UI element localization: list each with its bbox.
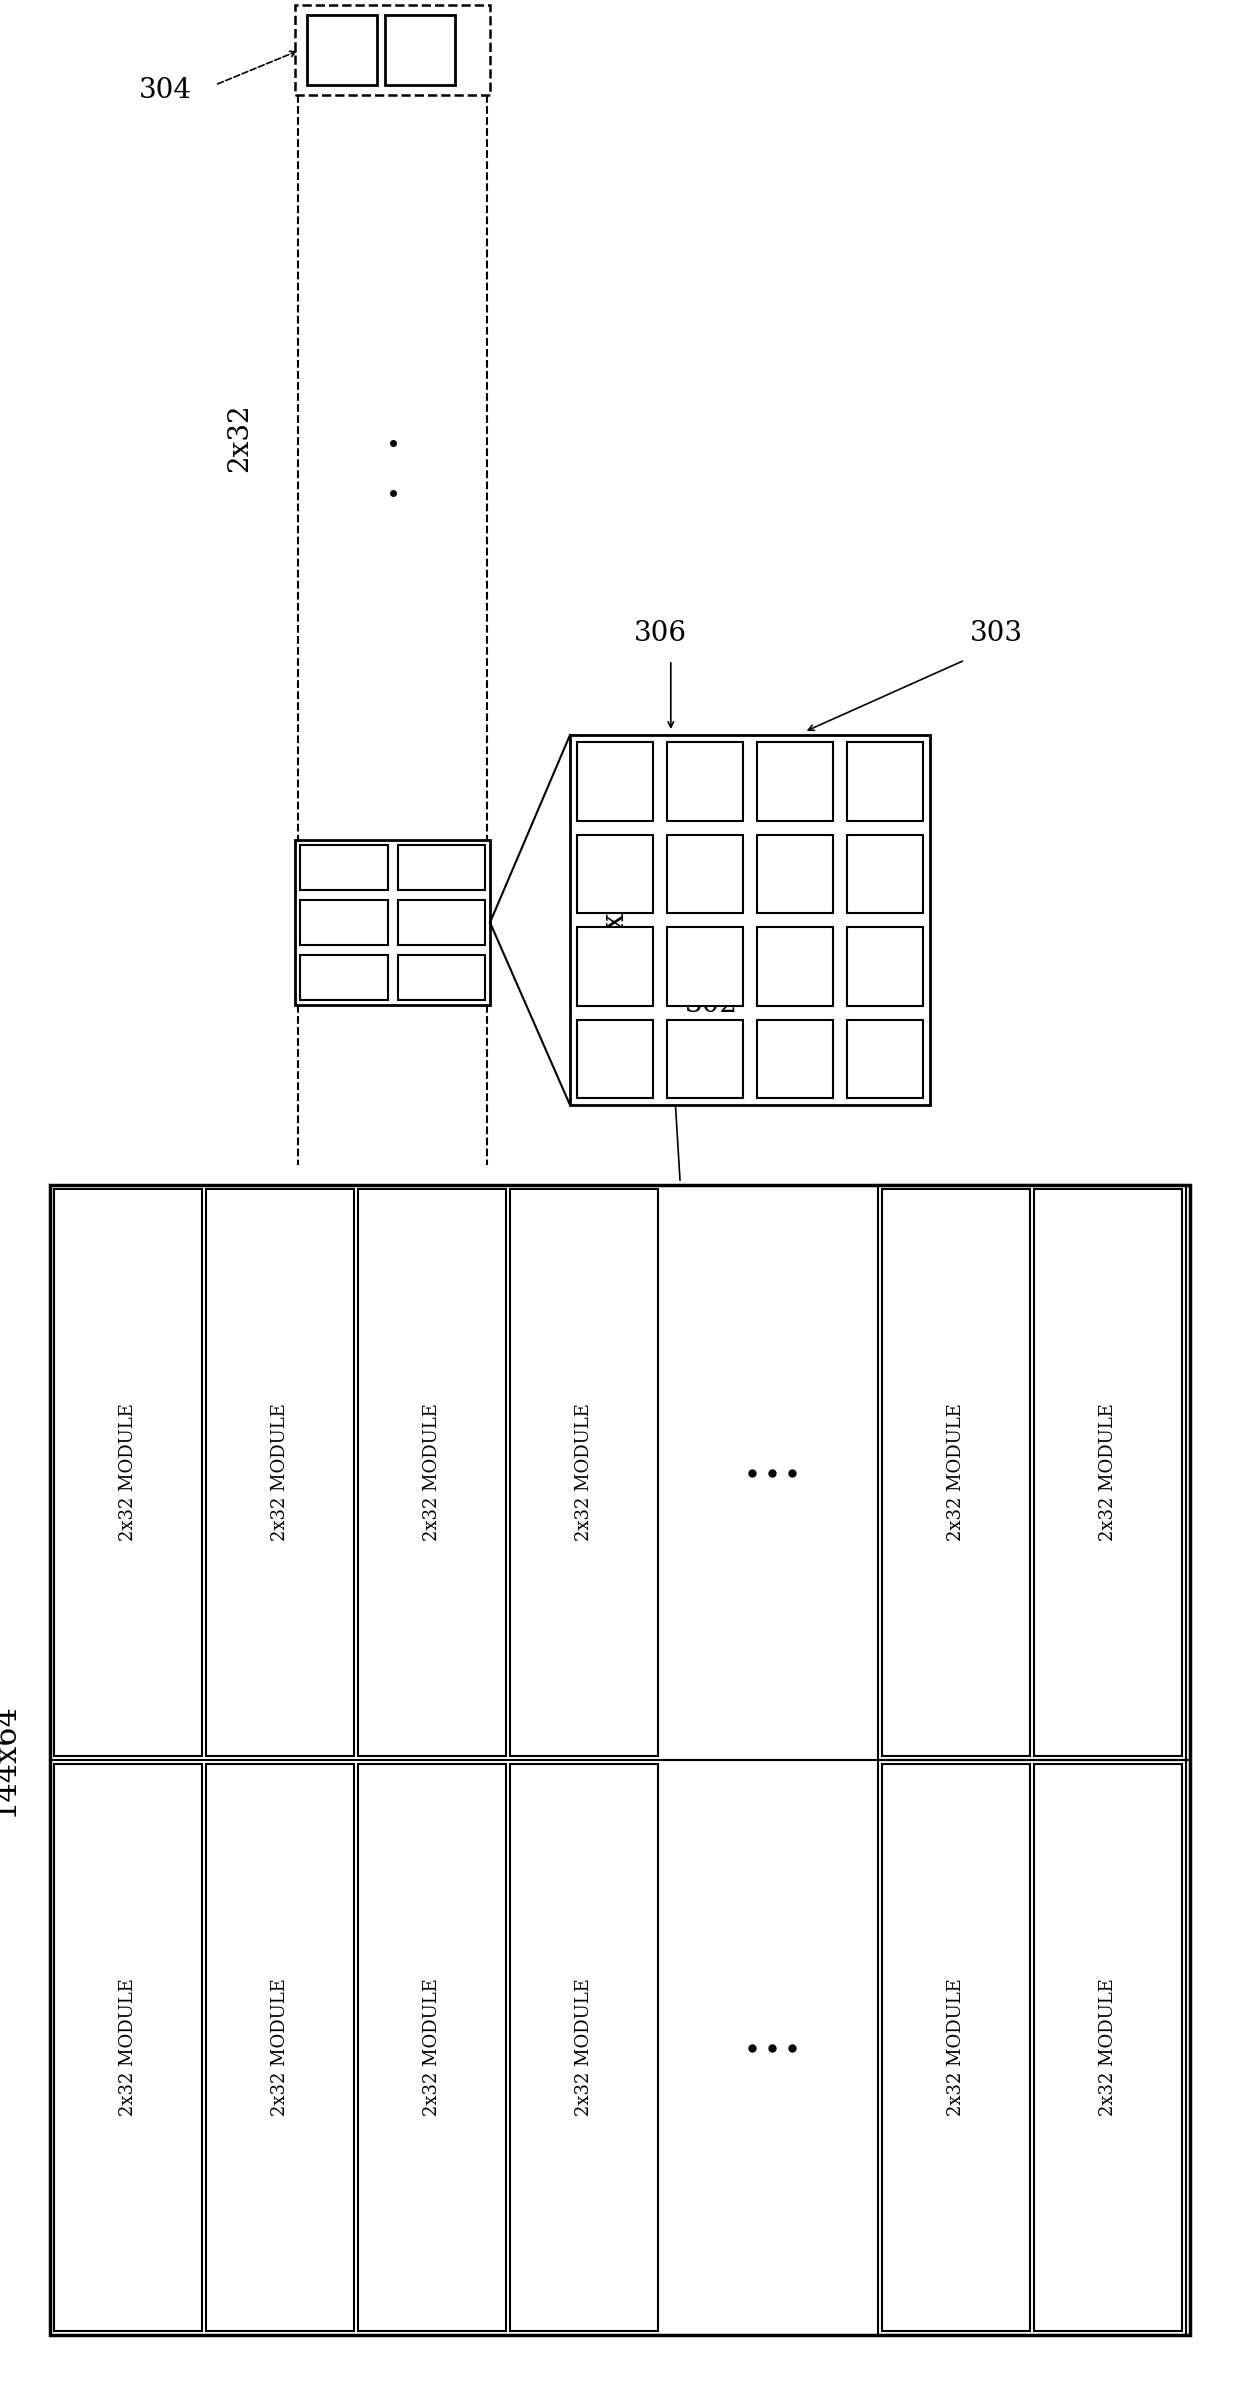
- Bar: [398, 954, 485, 999]
- Bar: [847, 928, 923, 1006]
- Bar: [384, 14, 455, 86]
- Bar: [358, 1190, 506, 1755]
- Bar: [577, 1018, 653, 1097]
- Bar: [756, 1018, 833, 1097]
- Text: 4x4: 4x4: [599, 892, 630, 947]
- Text: 2x32 MODULE: 2x32 MODULE: [1099, 1980, 1117, 2115]
- Bar: [756, 928, 833, 1006]
- Bar: [510, 1765, 658, 2330]
- Bar: [300, 899, 387, 944]
- Bar: [55, 1190, 202, 1755]
- Text: 2x32: 2x32: [227, 403, 253, 472]
- Bar: [300, 954, 387, 999]
- Bar: [667, 928, 743, 1006]
- Text: 2x32 MODULE: 2x32 MODULE: [575, 1980, 593, 2115]
- Text: 2x32 MODULE: 2x32 MODULE: [1099, 1402, 1117, 1541]
- Bar: [206, 1765, 353, 2330]
- Text: 2x32 MODULE: 2x32 MODULE: [423, 1402, 441, 1541]
- Text: 302: 302: [684, 992, 738, 1018]
- Bar: [667, 1018, 743, 1097]
- Bar: [398, 844, 485, 890]
- Text: 2x32 MODULE: 2x32 MODULE: [119, 1980, 136, 2115]
- Text: 2x32 MODULE: 2x32 MODULE: [947, 1402, 965, 1541]
- Bar: [295, 840, 490, 1004]
- Text: 2x32 MODULE: 2x32 MODULE: [272, 1980, 289, 2115]
- Bar: [882, 1765, 1030, 2330]
- Text: 2x32 MODULE: 2x32 MODULE: [947, 1980, 965, 2115]
- Bar: [300, 844, 387, 890]
- Bar: [577, 742, 653, 820]
- Bar: [398, 899, 485, 944]
- Text: 303: 303: [970, 620, 1023, 646]
- Bar: [756, 742, 833, 820]
- Text: 144x64: 144x64: [0, 1703, 21, 1817]
- Bar: [756, 835, 833, 913]
- Bar: [570, 735, 930, 1104]
- Bar: [1034, 1765, 1182, 2330]
- Bar: [358, 1765, 506, 2330]
- Bar: [1034, 1190, 1182, 1755]
- Text: 306: 306: [635, 620, 687, 646]
- Bar: [878, 1760, 1185, 2335]
- Bar: [295, 5, 490, 95]
- Bar: [667, 742, 743, 820]
- Bar: [847, 742, 923, 820]
- Bar: [510, 1190, 658, 1755]
- Bar: [206, 1190, 353, 1755]
- Text: 2x32 MODULE: 2x32 MODULE: [119, 1402, 136, 1541]
- Text: 2x32 MODULE: 2x32 MODULE: [272, 1402, 289, 1541]
- Text: 2x32 MODULE: 2x32 MODULE: [575, 1402, 593, 1541]
- Text: 304: 304: [139, 76, 191, 103]
- Bar: [55, 1765, 202, 2330]
- Bar: [847, 1018, 923, 1097]
- Bar: [50, 1185, 1190, 2335]
- Bar: [847, 835, 923, 913]
- Bar: [882, 1190, 1030, 1755]
- Bar: [308, 14, 377, 86]
- Bar: [577, 835, 653, 913]
- Bar: [577, 928, 653, 1006]
- Bar: [667, 835, 743, 913]
- Bar: [878, 1185, 1185, 1760]
- Text: 2x32 MODULE: 2x32 MODULE: [423, 1980, 441, 2115]
